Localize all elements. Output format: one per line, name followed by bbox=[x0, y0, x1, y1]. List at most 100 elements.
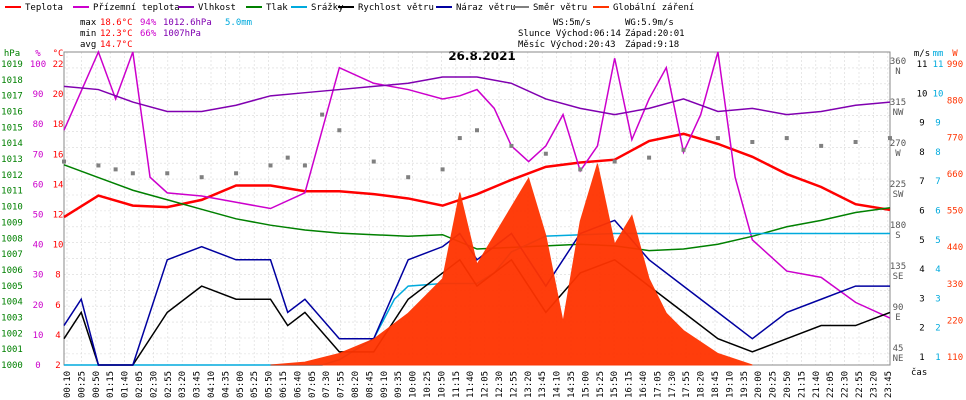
left-axis-tick-2-4: 14 bbox=[53, 180, 64, 190]
right-axis-tick-0-7: 4 bbox=[919, 265, 924, 275]
series-point-8-5 bbox=[199, 175, 204, 180]
x-tick-27: 11:15 bbox=[452, 371, 462, 398]
series-line-1 bbox=[63, 49, 891, 319]
right-axis-unit-0: m/s bbox=[914, 49, 930, 59]
x-tick-19: 07:55 bbox=[337, 371, 347, 398]
right-axis-tick-1-5: 6 bbox=[935, 207, 940, 217]
left-axis-tick-0-11: 1008 bbox=[1, 234, 23, 244]
left-axis-tick-1-4: 60 bbox=[33, 180, 44, 190]
x-tick-40: 16:40 bbox=[639, 371, 649, 398]
series-point-8-9 bbox=[302, 163, 307, 168]
x-tick-24: 10:00 bbox=[409, 371, 419, 398]
left-axis-tick-2-9: 4 bbox=[55, 331, 60, 341]
left-axis-unit-2: °C bbox=[53, 49, 64, 59]
series-point-8-22 bbox=[681, 147, 686, 152]
x-tick-42: 17:30 bbox=[668, 371, 678, 398]
x-tick-33: 13:45 bbox=[538, 371, 548, 398]
x-tick-55: 22:55 bbox=[855, 371, 865, 398]
info-moon-set: Západ:9:18 bbox=[625, 40, 679, 50]
right-axis-tick-0-4: 7 bbox=[919, 177, 924, 187]
x-tick-23: 09:35 bbox=[394, 371, 404, 398]
series-point-8-14 bbox=[440, 167, 445, 172]
x-tick-39: 16:15 bbox=[625, 371, 635, 398]
x-tick-1: 00:25 bbox=[77, 371, 87, 398]
dir-axis-deg-3: 225 bbox=[890, 180, 906, 190]
info-sun-set: Západ:20:01 bbox=[625, 29, 685, 39]
left-axis-tick-1-10: 0 bbox=[35, 361, 40, 371]
series-point-8-1 bbox=[96, 163, 101, 168]
left-axis-tick-0-15: 1004 bbox=[1, 298, 23, 308]
dir-axis-deg-0: 360 bbox=[890, 57, 906, 67]
left-axis-tick-2-7: 8 bbox=[55, 271, 60, 281]
series-point-8-13 bbox=[406, 175, 411, 180]
x-tick-46: 19:10 bbox=[725, 371, 735, 398]
x-tick-37: 15:25 bbox=[596, 371, 606, 398]
stats-block: max 18.6°C 94% 1012.6hPa 5.0mm min 12.3°C 66% 10… bbox=[80, 18, 252, 50]
x-tick-45: 18:45 bbox=[711, 371, 721, 398]
right-axis-tick-2-2: 770 bbox=[947, 133, 963, 143]
left-axis-tick-0-10: 1009 bbox=[1, 218, 23, 228]
left-axis-tick-1-0: 100 bbox=[30, 60, 46, 70]
x-axis-label: čas bbox=[911, 367, 927, 378]
x-tick-22: 09:10 bbox=[380, 371, 390, 398]
right-axis-tick-0-6: 5 bbox=[919, 236, 924, 246]
x-tick-16: 06:40 bbox=[293, 371, 303, 398]
right-axis-tick-1-1: 10 bbox=[933, 89, 944, 99]
x-tick-20: 08:20 bbox=[351, 371, 361, 398]
x-tick-5: 02:05 bbox=[135, 371, 145, 398]
series-point-8-6 bbox=[234, 171, 239, 176]
left-axis-tick-0-5: 1014 bbox=[1, 139, 23, 149]
right-axis-tick-0-2: 9 bbox=[919, 119, 924, 129]
legend-label-4: Srážky bbox=[311, 3, 344, 13]
left-axis-tick-0-12: 1007 bbox=[1, 250, 23, 260]
stats-max-temp: 18.6°C bbox=[100, 18, 133, 28]
dir-axis-dir-4: S bbox=[895, 231, 900, 241]
right-axis-tick-1-8: 3 bbox=[935, 294, 940, 304]
dir-axis-deg-7: 45 bbox=[893, 344, 904, 354]
series-point-8-3 bbox=[130, 171, 135, 176]
left-axis-tick-1-2: 80 bbox=[33, 120, 44, 130]
dir-axis-dir-5: SE bbox=[893, 272, 904, 282]
left-axis-unit-1: % bbox=[35, 49, 41, 59]
right-axis-tick-0-1: 10 bbox=[917, 89, 928, 99]
x-axis-ticks: 00:10 00:25 00:50 01:15 01:40 02:05 02:30 02:55… bbox=[63, 367, 927, 398]
left-axis-tick-0-2: 1017 bbox=[1, 92, 23, 102]
right-axis-tick-2-8: 110 bbox=[947, 353, 963, 363]
left-axis-tick-2-2: 18 bbox=[53, 120, 64, 130]
x-tick-56: 23:20 bbox=[869, 371, 879, 398]
series-area-7 bbox=[270, 163, 753, 366]
x-tick-25: 10:25 bbox=[423, 371, 433, 398]
info-block: WS:5m/s WG:5.9m/s Slunce Východ:06:14 Západ… bbox=[518, 18, 685, 50]
axes: hPa1019101810171016101510141013101210111… bbox=[1, 49, 963, 371]
x-tick-2: 00:50 bbox=[92, 371, 102, 398]
right-axis-tick-0-0: 11 bbox=[917, 60, 928, 70]
info-wg: WG:5.9m/s bbox=[625, 18, 674, 28]
dir-axis-deg-4: 180 bbox=[890, 221, 906, 231]
dir-axis-deg-2: 270 bbox=[890, 139, 906, 149]
x-tick-21: 08:45 bbox=[365, 371, 375, 398]
left-axis-tick-1-8: 20 bbox=[33, 301, 44, 311]
x-tick-35: 14:35 bbox=[567, 371, 577, 398]
x-tick-53: 22:05 bbox=[826, 371, 836, 398]
x-tick-41: 17:05 bbox=[653, 371, 663, 398]
left-axis-tick-0-8: 1011 bbox=[1, 187, 23, 197]
x-tick-30: 12:30 bbox=[495, 371, 505, 398]
x-tick-52: 21:40 bbox=[812, 371, 822, 398]
left-axis-unit-0: hPa bbox=[4, 49, 20, 59]
legend-label-2: Vlhkost bbox=[198, 3, 236, 13]
right-axis-tick-0-8: 3 bbox=[919, 294, 924, 304]
dir-axis-deg-5: 135 bbox=[890, 262, 906, 272]
series-point-8-8 bbox=[285, 155, 290, 160]
right-axis-unit-1: mm bbox=[933, 49, 944, 59]
x-tick-3: 01:15 bbox=[106, 371, 116, 398]
series-line-0 bbox=[63, 132, 891, 219]
right-axis-tick-0-9: 2 bbox=[919, 324, 924, 334]
right-axis-tick-1-9: 2 bbox=[935, 324, 940, 334]
right-axis-tick-1-4: 7 bbox=[935, 177, 940, 187]
stats-min-label: min bbox=[80, 29, 96, 39]
x-tick-4: 01:40 bbox=[121, 371, 131, 398]
left-axis-tick-0-6: 1013 bbox=[1, 155, 23, 165]
series-line-2 bbox=[63, 76, 891, 116]
x-tick-29: 12:05 bbox=[481, 371, 491, 398]
legend-label-7: Směr větru bbox=[533, 3, 587, 13]
